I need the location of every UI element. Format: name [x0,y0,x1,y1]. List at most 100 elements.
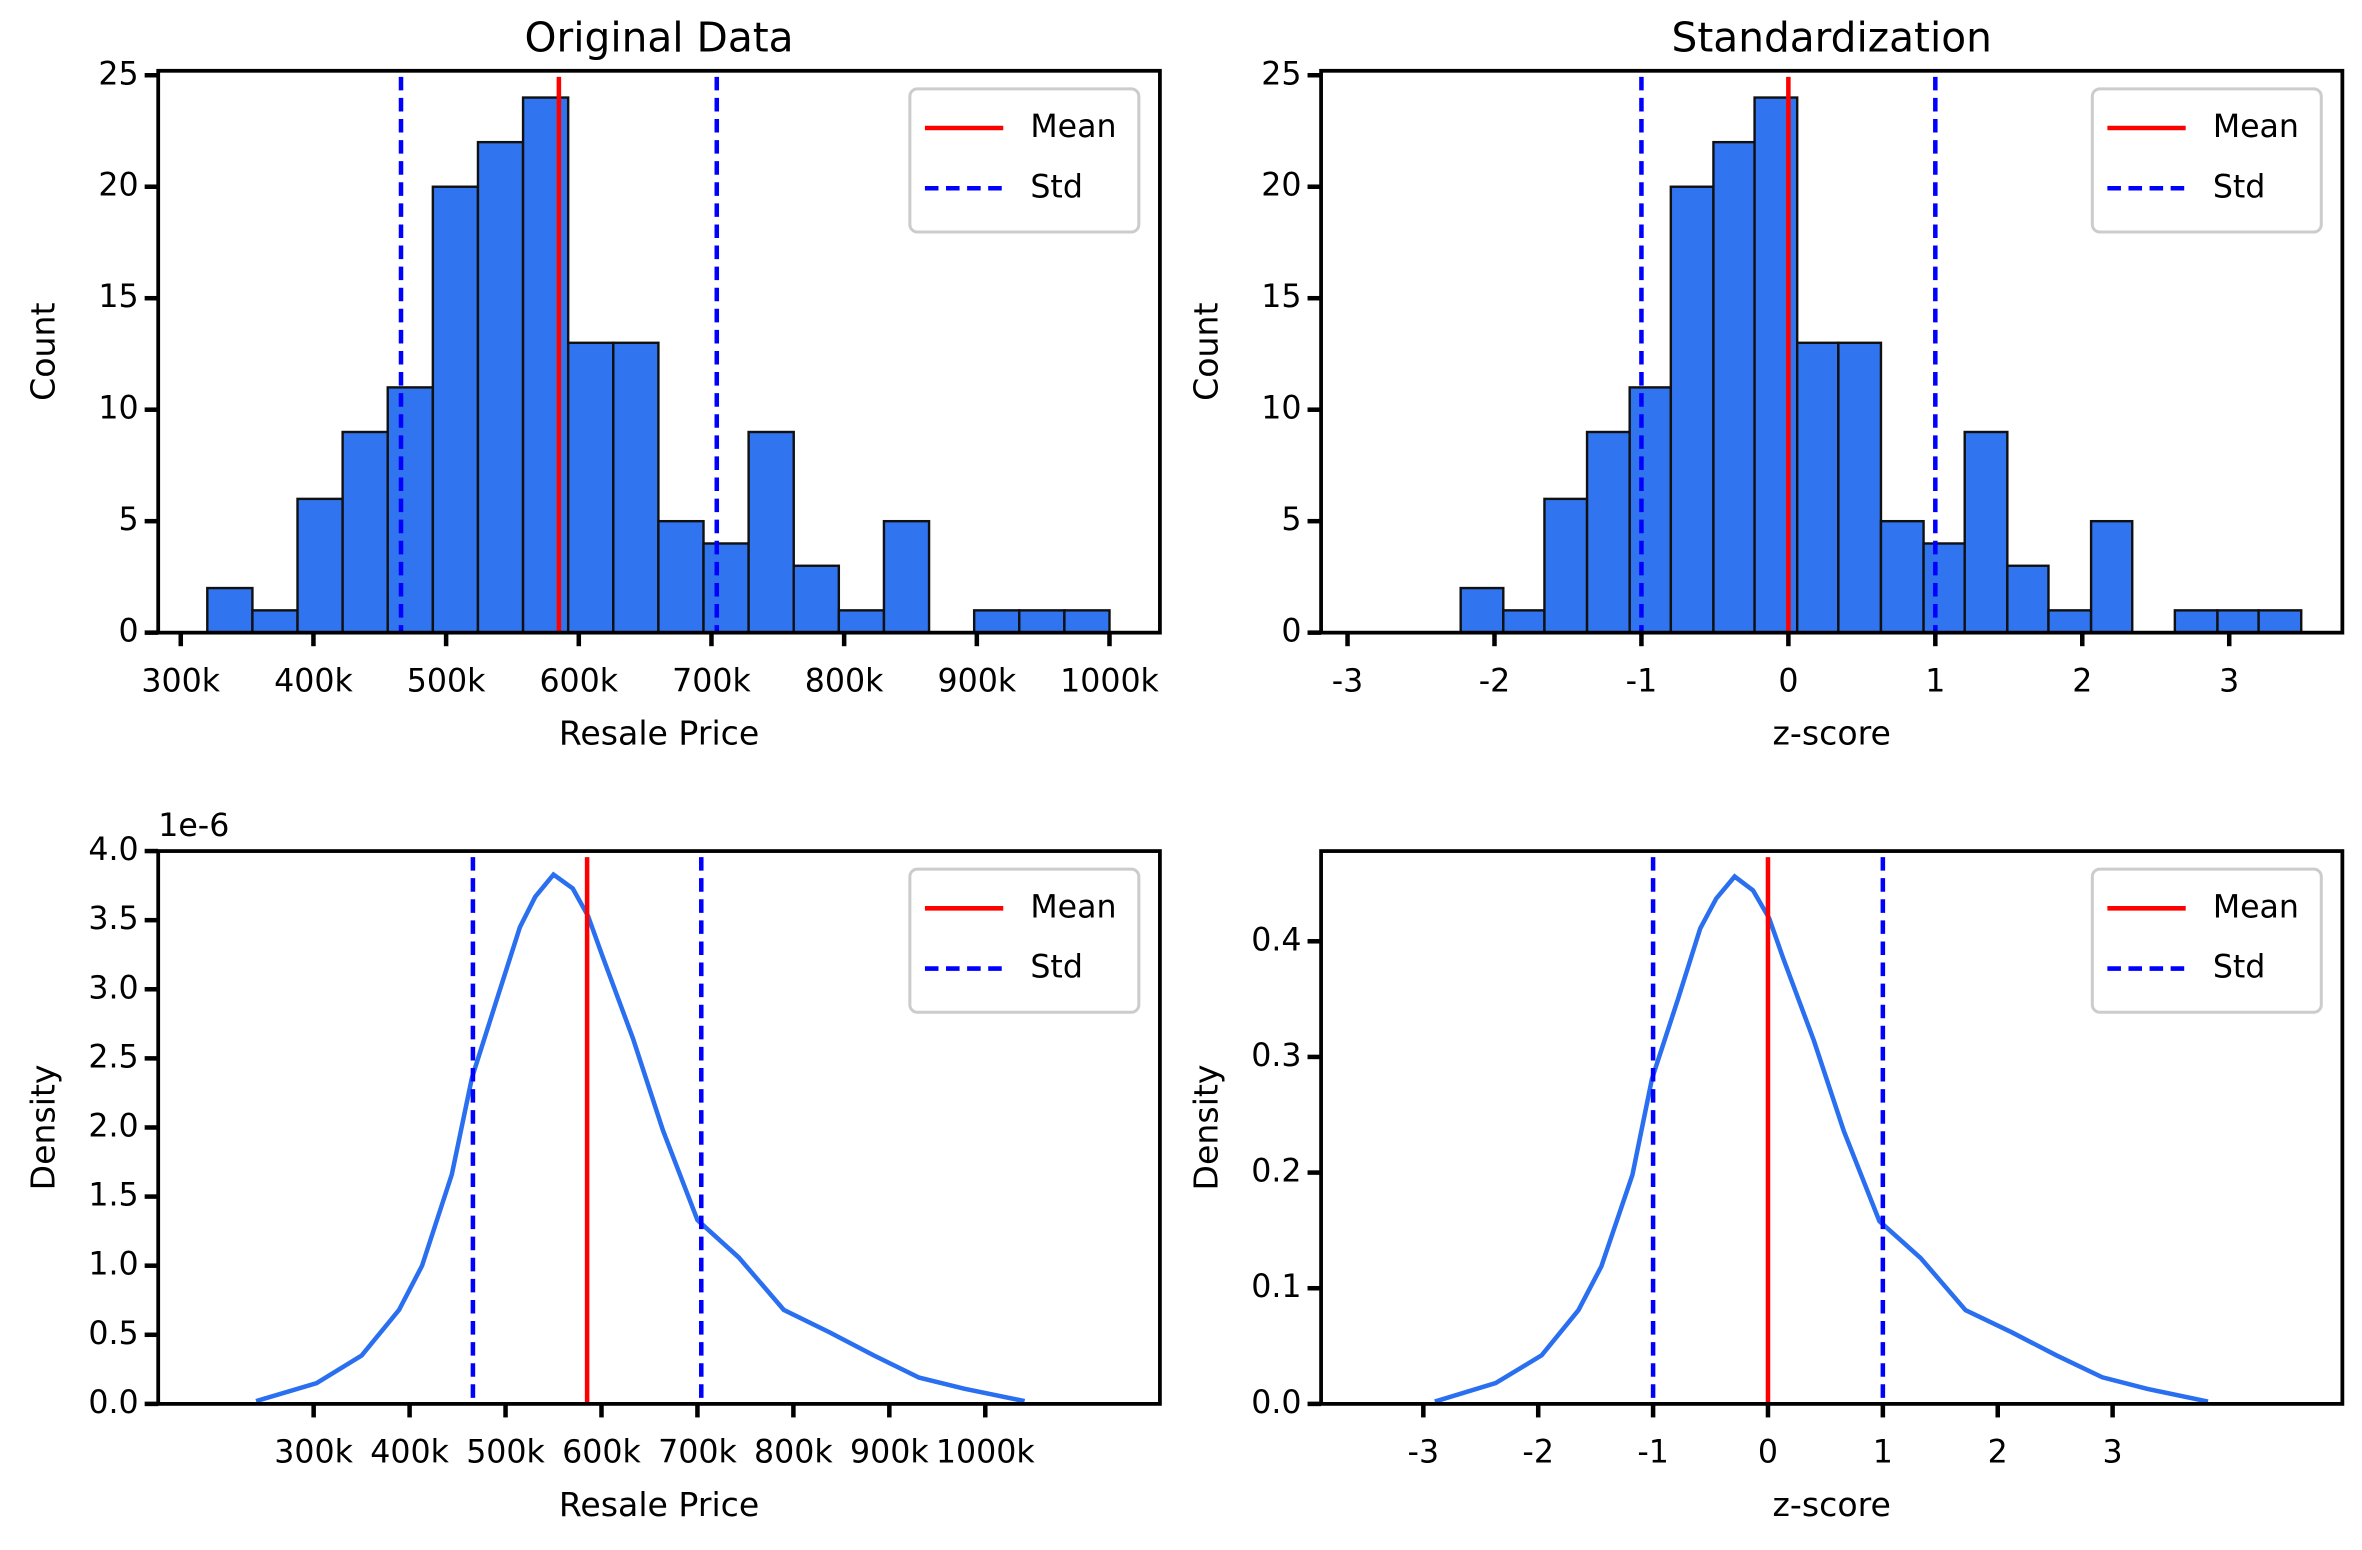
y-axis-label: Count [1187,303,1226,401]
x-tick-label: -3 [1408,1435,1440,1471]
y-tick-label: 3.5 [88,901,138,937]
y-tick-label: 1.5 [88,1178,138,1214]
bar [1018,609,1066,634]
bar [837,609,886,634]
bar [1459,586,1505,634]
bar [657,519,705,634]
bar [1879,519,1925,634]
x-tick-label: -2 [1522,1435,1554,1471]
y-tick-label: 0.2 [1251,1154,1301,1190]
y-tick-label: 4.0 [88,832,138,868]
subplot: z-score Density 0.0 0.1 0.2 0.3 0.4 -3 -2 -1 0 1 2 3 M… [1187,849,2345,1524]
subplot: Resale Price Density 1e-6 0.0 0.5 1.0 1.5 2.0 2.… [24,808,1162,1524]
x-tick-label: 3 [2219,663,2239,699]
x-tick-label: 300k [141,663,220,699]
x-tick-label: 700k [672,663,751,699]
bar [566,341,615,634]
bar [251,609,299,634]
legend: Mean Std [908,87,1141,234]
y-tick-label: 20 [1261,168,1301,204]
x-tick-label: 1000k [1060,663,1159,699]
plot-frame [1319,849,2345,1406]
density-curve [1434,873,2209,1404]
x-tick-label: 800k [805,663,884,699]
y-tick-label: 5 [119,502,139,538]
y-tick-label: 25 [98,56,138,92]
legend: Mean Std [2090,867,2323,1014]
y-axis-label: Count [24,303,63,401]
y-tick-label: 0 [119,614,139,650]
bar [2089,519,2134,634]
bar [1585,430,1631,634]
y-tick-label: 0 [1281,614,1301,650]
x-tick-label: 1 [1873,1435,1893,1471]
x-tick-label: 0 [1778,663,1798,699]
legend-box [2090,867,2323,1014]
legend-box [908,87,1141,234]
legend-box [2090,87,2323,234]
y-axis-label: Density [1187,1065,1226,1191]
bar [747,430,795,634]
x-axis-label: Resale Price [559,1485,759,1524]
bar [1922,542,1966,634]
x-tick-label: 900k [850,1435,929,1471]
y-tick-label: 0.0 [88,1385,138,1421]
y-tick-label: 10 [1261,391,1301,427]
legend: Mean Std [2090,87,2323,234]
y-tick-label: 1.0 [88,1247,138,1283]
legend-label: Mean [2213,889,2299,925]
x-tick-label: -3 [1332,663,1364,699]
x-tick-label: 300k [274,1435,353,1471]
x-tick-label: 800k [754,1435,833,1471]
x-tick-label: 1000k [936,1435,1035,1471]
bar [296,497,344,634]
plot-frame [1319,68,2345,635]
x-tick-label: 400k [274,663,353,699]
bar [2006,564,2050,634]
bar [1543,497,1589,634]
bar [206,586,254,634]
y-tick-label: 20 [98,168,138,204]
x-axis-label: Resale Price [559,714,759,753]
y-tick-label: 15 [98,279,138,315]
y-tick-label: 10 [98,391,138,427]
x-tick-label: 2 [2072,663,2092,699]
x-tick-label: 3 [2103,1435,2123,1471]
x-axis-label: z-score [1773,714,1891,753]
bar [1837,341,1883,634]
chart-title: Standardization [1672,14,1992,62]
bar [476,140,525,634]
y-tick-label: 0.0 [1251,1385,1301,1421]
bar [1712,140,1756,634]
bar [972,609,1021,634]
x-tick-label: 600k [562,1435,641,1471]
legend-label: Std [2213,950,2266,986]
bar [431,185,480,634]
x-tick-label: 400k [370,1435,449,1471]
y-offset-label: 1e-6 [158,808,229,844]
y-tick-label: 0.1 [1251,1269,1301,1305]
y-tick-label: 25 [1261,56,1301,92]
bar [1795,341,1840,634]
x-tick-label: 1 [1925,663,1945,699]
chart-title: Original Data [525,14,794,62]
x-tick-label: -2 [1479,663,1511,699]
bar [1753,96,1799,634]
x-tick-label: 900k [937,663,1016,699]
bar [1628,386,1673,634]
legend-label: Mean [1030,889,1116,925]
legend-label: Mean [1030,109,1116,145]
bar [792,564,841,634]
bar [882,519,931,634]
bar [521,96,570,634]
x-tick-label: 500k [407,663,486,699]
x-tick-label: 0 [1758,1435,1778,1471]
plot-frame [156,68,1162,635]
x-tick-label: 500k [466,1435,545,1471]
legend-label: Std [2213,169,2266,205]
y-tick-label: 0.4 [1251,922,1301,958]
x-tick-label: -1 [1626,663,1658,699]
bar [1502,609,1546,634]
y-axis-label: Density [24,1065,63,1191]
bar [1963,430,2009,634]
